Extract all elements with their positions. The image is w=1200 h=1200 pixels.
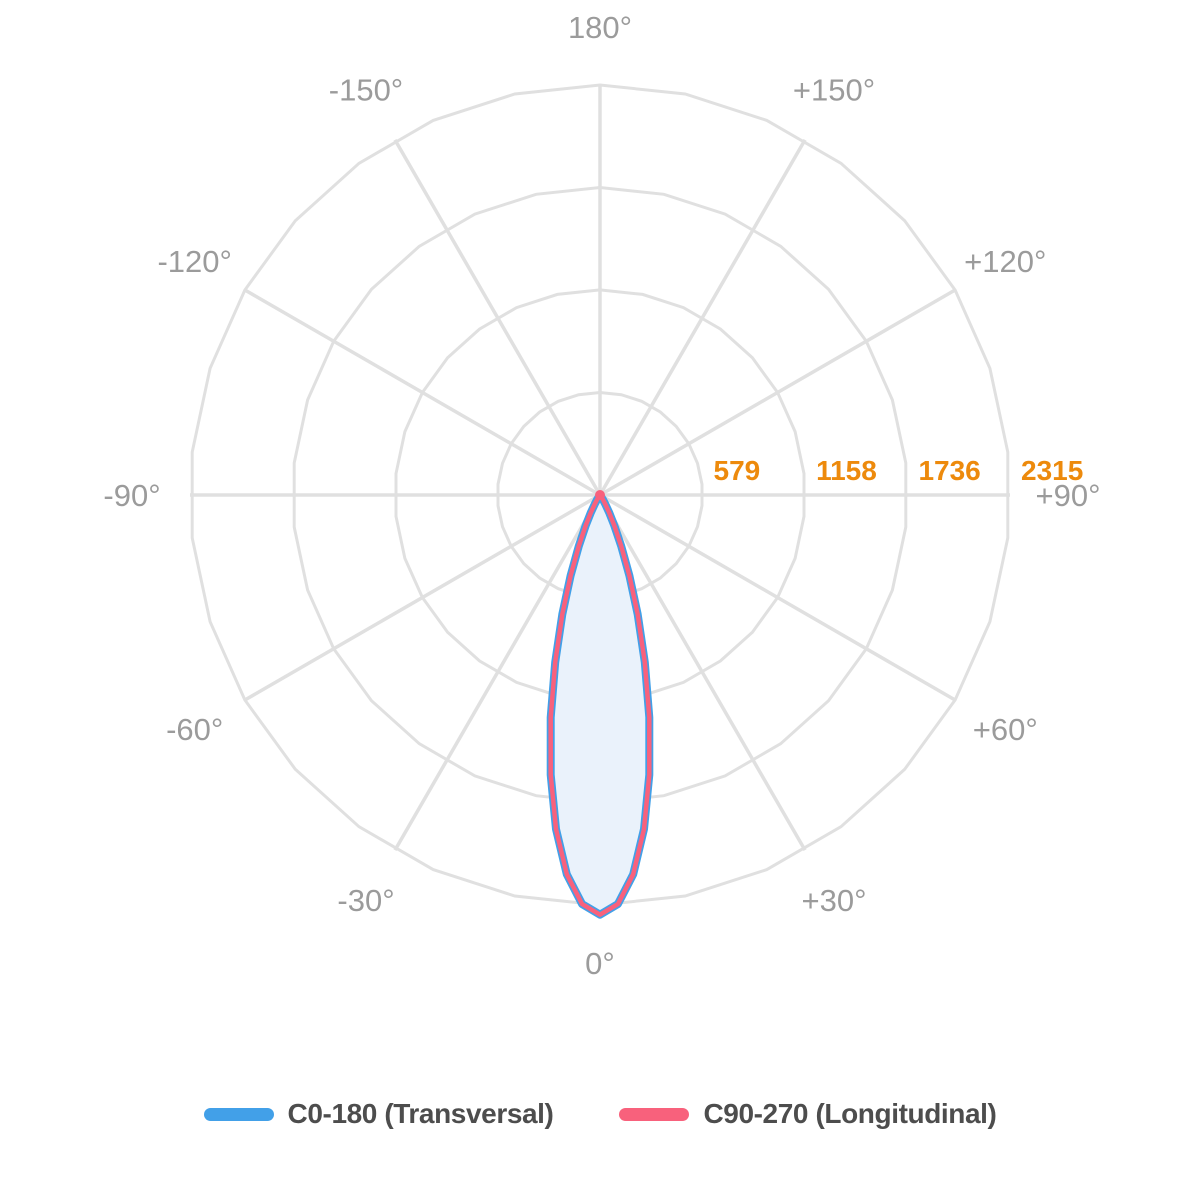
grid-spoke — [598, 139, 807, 496]
angle-label: +30° — [802, 883, 867, 918]
ring-value-label: 1158 — [816, 455, 877, 486]
chart-legend: C0-180 (Transversal) C90-270 (Longitudin… — [0, 1098, 1200, 1130]
beam-origin-dot — [595, 490, 605, 500]
grid-spoke — [599, 493, 956, 702]
angle-label: -150° — [329, 73, 403, 108]
legend-label-c90-270: C90-270 (Longitudinal) — [703, 1098, 997, 1129]
series-c90-270-curve — [548, 492, 652, 917]
angle-label: +150° — [793, 73, 875, 108]
angle-label: -90° — [103, 478, 160, 513]
grid-spoke — [599, 288, 956, 497]
angle-label: -60° — [166, 712, 223, 747]
angle-label: +60° — [973, 712, 1038, 747]
ring-value-label: 2315 — [1021, 455, 1083, 486]
angle-label: -120° — [157, 244, 231, 279]
grid-spoke — [393, 494, 602, 851]
ring-value-label: 1736 — [918, 455, 980, 486]
angle-label: +120° — [964, 244, 1046, 279]
ring-value-label: 579 — [714, 455, 761, 486]
legend-item-c0-180[interactable]: C0-180 (Transversal) — [203, 1098, 554, 1130]
angle-label: 180° — [568, 10, 632, 45]
grid-spoke — [244, 493, 601, 702]
grid-spoke — [244, 288, 601, 497]
legend-swatch-c0-180-blue — [203, 1107, 274, 1121]
grid-spoke — [393, 139, 602, 496]
legend-item-c90-270[interactable]: C90-270 (Longitudinal) — [619, 1098, 997, 1130]
angle-label: 0° — [585, 946, 615, 981]
polar-chart-canvas: 579 1158 1736 2315 0° +30° +60° +90° +120° +150° 1… — [103, 10, 1101, 981]
angle-label: +90° — [1036, 478, 1101, 513]
legend-label-c0-180: C0-180 (Transversal) — [287, 1098, 554, 1129]
grid-spoke — [598, 494, 807, 851]
angle-label: -30° — [337, 883, 394, 918]
legend-swatch-c90-270-pink — [619, 1107, 690, 1121]
